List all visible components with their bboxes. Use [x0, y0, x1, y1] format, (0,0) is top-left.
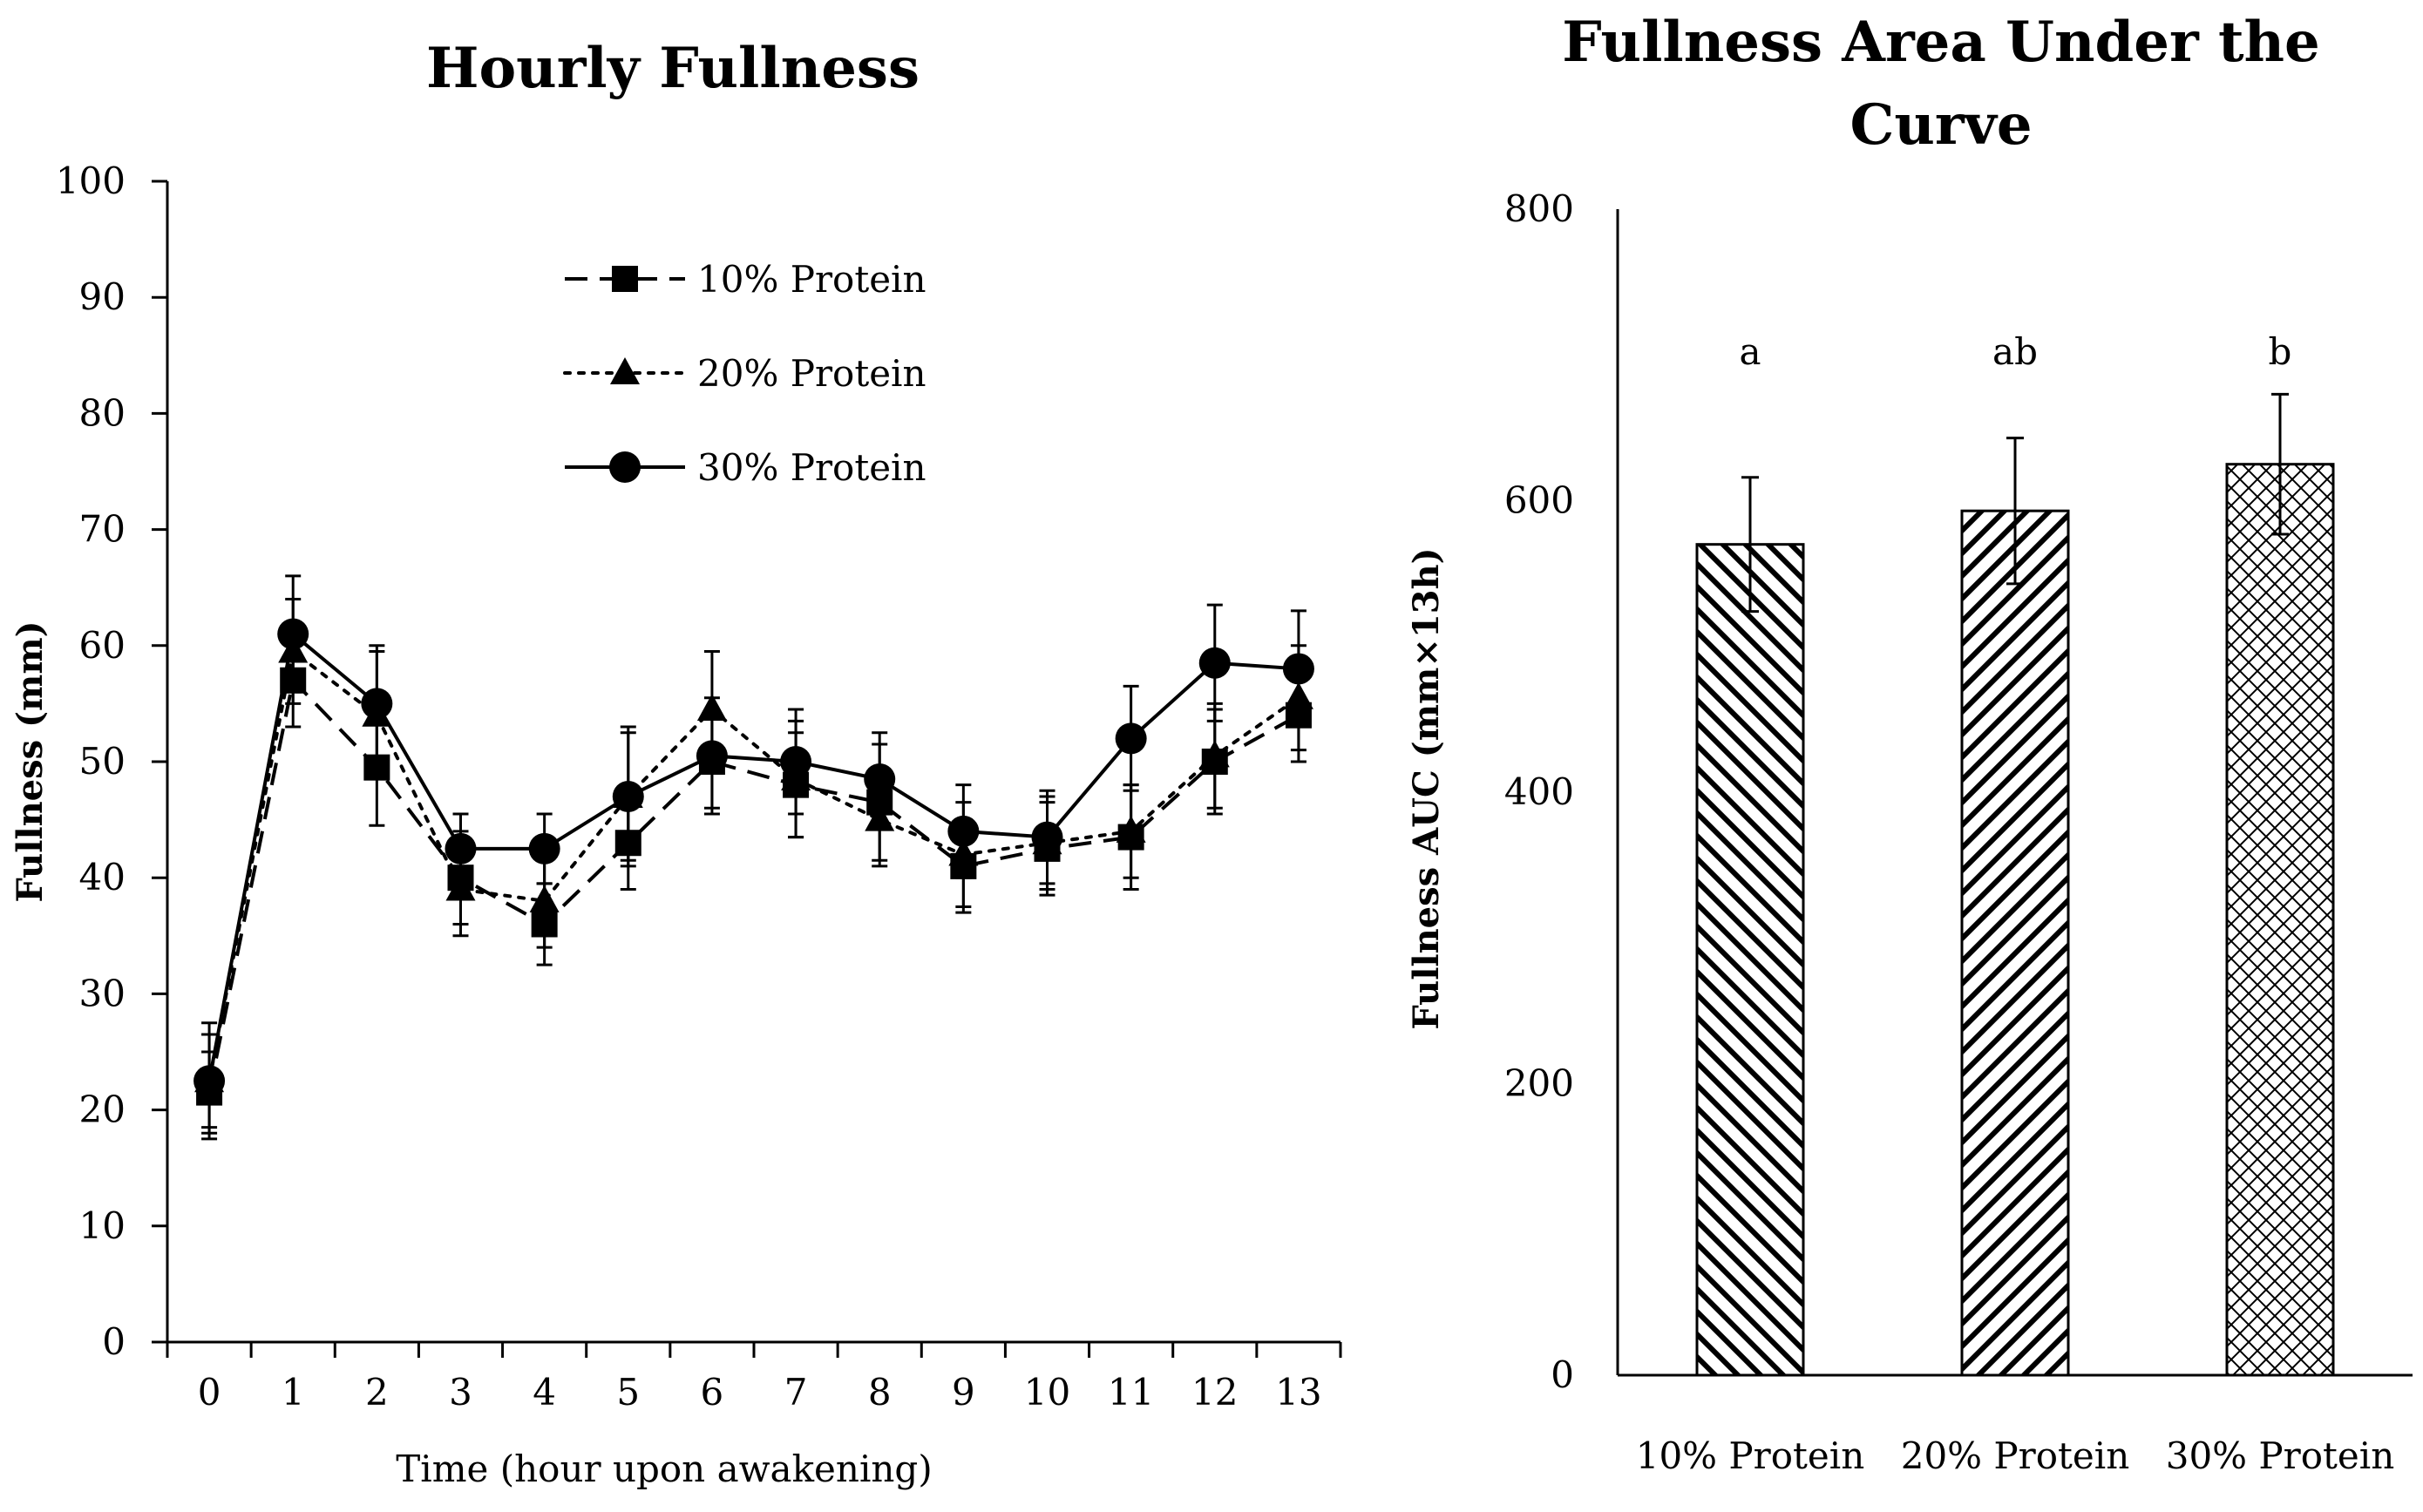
legend-item: 20% Protein — [563, 352, 926, 395]
data-point — [1198, 647, 1231, 679]
data-point — [947, 815, 980, 847]
y-tick-label: 20 — [79, 1088, 126, 1131]
x-tick-label: 2 — [365, 1371, 389, 1414]
data-point — [1031, 821, 1063, 853]
data-point — [1116, 815, 1146, 843]
bar-chart-fullness-auc: Fullness Area Under the Curve 0 200 400 600… — [1406, 10, 2413, 1477]
error-bar — [2271, 392, 2289, 536]
y-tick-label: 40 — [79, 856, 126, 898]
y-tick-label: 50 — [79, 740, 126, 783]
bar — [1695, 543, 1805, 1377]
x-tick-label: 12 — [1191, 1371, 1238, 1414]
bar-chart-y-ticks: 0 200 400 600 800 — [1504, 187, 1574, 1396]
line-chart-x-ticks: 0 1 2 3 4 5 6 7 8 9 10 11 12 13 — [166, 1342, 1342, 1414]
x-tick-label: 5 — [616, 1371, 640, 1414]
data-point — [1199, 740, 1230, 768]
bar-group: a 10% Protein — [1636, 330, 1865, 1477]
data-point — [780, 746, 812, 777]
bar-group: ab 20% Protein — [1901, 330, 2130, 1477]
error-bar — [1741, 476, 1759, 614]
x-tick-label: 4 — [533, 1371, 556, 1414]
series-triangle — [194, 598, 1313, 1129]
line-chart-legend: 10% Protein 20% Protein 30% Protein — [563, 258, 926, 489]
y-tick-label: 200 — [1504, 1062, 1574, 1105]
y-tick-label: 100 — [56, 159, 126, 202]
y-tick-label: 0 — [102, 1320, 126, 1363]
bar-group: b 30% Protein — [2166, 330, 2395, 1477]
series-line — [207, 676, 1300, 1094]
data-point — [361, 688, 393, 720]
series-circle — [193, 574, 1314, 1141]
data-point — [528, 832, 560, 864]
line-chart-y-axis-label: Fullness (mm) — [10, 620, 51, 902]
x-tick-label: 10 — [1024, 1371, 1070, 1414]
data-point — [1282, 653, 1314, 685]
legend-item: 10% Protein — [565, 258, 926, 301]
bar-chart-title-line-1: Fullness Area Under the — [1562, 10, 2320, 75]
category-label: 20% Protein — [1901, 1434, 2130, 1477]
data-point — [612, 780, 644, 812]
line-chart-y-ticks: 0 10 20 30 40 50 60 70 80 90 100 — [56, 159, 167, 1363]
series-line — [207, 648, 1300, 1083]
x-tick-label: 13 — [1275, 1371, 1321, 1414]
line-chart-series — [193, 574, 1314, 1141]
legend-label: 20% Protein — [697, 352, 926, 395]
data-point — [696, 740, 728, 772]
bar-chart-y-axis-label: Fullness AUC (mm×13h) — [1406, 547, 1447, 1029]
series-line — [207, 630, 1300, 1081]
data-point — [864, 763, 896, 795]
bar — [2225, 463, 2335, 1377]
significance-label: ab — [1992, 330, 2038, 373]
x-tick-label: 9 — [952, 1371, 975, 1414]
y-tick-label: 70 — [79, 508, 126, 551]
y-tick-label: 30 — [79, 972, 126, 1014]
y-tick-label: 80 — [79, 391, 126, 434]
data-point — [193, 1065, 226, 1097]
y-tick-label: 0 — [1551, 1353, 1574, 1396]
category-label: 30% Protein — [2166, 1434, 2395, 1477]
category-label: 10% Protein — [1636, 1434, 1865, 1477]
x-tick-label: 1 — [282, 1371, 305, 1414]
legend-label: 30% Protein — [697, 446, 926, 489]
x-tick-label: 11 — [1108, 1371, 1154, 1414]
significance-label: a — [1739, 330, 1761, 373]
legend-label: 10% Protein — [697, 258, 926, 301]
x-tick-label: 3 — [449, 1371, 472, 1414]
significance-label: b — [2269, 330, 2292, 373]
bar — [1960, 509, 2070, 1377]
y-tick-label: 600 — [1504, 479, 1574, 522]
y-tick-label: 90 — [79, 275, 126, 318]
line-chart-x-axis-label: Time (hour upon awakening) — [396, 1448, 932, 1490]
x-tick-label: 6 — [701, 1371, 724, 1414]
x-tick-label: 8 — [868, 1371, 892, 1414]
legend-marker — [609, 451, 641, 483]
y-tick-label: 800 — [1504, 187, 1574, 230]
x-tick-label: 7 — [784, 1371, 808, 1414]
error-bar — [2006, 437, 2024, 586]
x-tick-label: 0 — [198, 1371, 221, 1414]
data-point — [445, 873, 476, 901]
legend-marker — [610, 357, 640, 384]
legend-marker — [612, 266, 638, 292]
bar-chart-bars: a 10% Protein ab 20% Protein b 30% Protein — [1636, 330, 2395, 1477]
data-point — [1115, 722, 1147, 755]
legend-item: 30% Protein — [565, 446, 926, 489]
data-point — [277, 618, 309, 650]
y-tick-label: 400 — [1504, 770, 1574, 813]
y-tick-label: 60 — [79, 624, 126, 667]
y-tick-label: 10 — [79, 1204, 126, 1247]
bar-chart-title-line-2: Curve — [1849, 92, 2032, 158]
data-point — [445, 832, 477, 864]
data-point — [529, 885, 560, 912]
line-chart-title: Hourly Fullness — [426, 36, 920, 101]
